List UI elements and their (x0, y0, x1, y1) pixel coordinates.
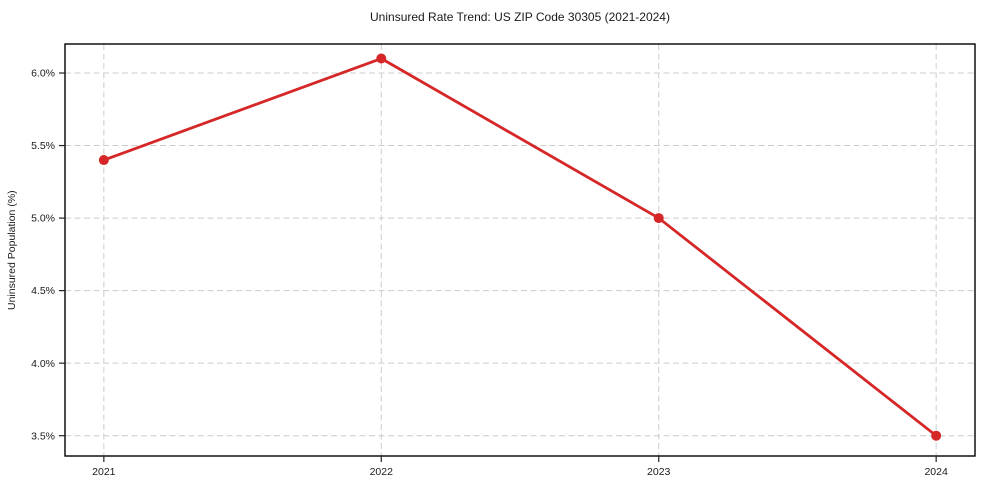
data-point-marker (98, 155, 109, 166)
y-tick-label: 4.0% (31, 358, 55, 370)
trend-line (102, 57, 938, 438)
y-tick-label: 6.0% (31, 68, 55, 80)
data-point-marker (653, 213, 664, 224)
x-tick-label: 2021 (92, 466, 116, 478)
data-point-marker (931, 430, 942, 441)
plot-border (64, 43, 976, 457)
y-tick-label: 3.5% (31, 430, 55, 442)
chart-title: Uninsured Rate Trend: US ZIP Code 30305 … (370, 10, 670, 24)
x-tick-label: 2023 (647, 466, 671, 478)
x-tick-label: 2022 (370, 466, 394, 478)
data-point-marker (376, 53, 387, 64)
y-tick-label: 5.5% (31, 140, 55, 152)
y-tick-label: 4.5% (31, 285, 55, 297)
x-tick-label: 2024 (924, 466, 948, 478)
y-tick-label: 5.0% (31, 213, 55, 225)
